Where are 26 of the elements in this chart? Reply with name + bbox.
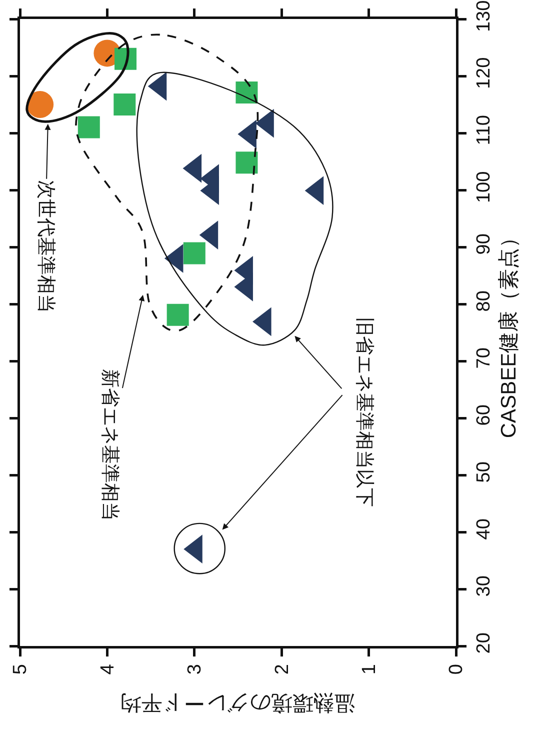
x-tick-label: 5 (10, 664, 32, 675)
x-tick-label: 4 (97, 664, 118, 675)
y-tick-label: 50 (473, 462, 494, 483)
x-tick-label: 1 (358, 664, 380, 675)
y-tick-label: 20 (473, 632, 494, 654)
annotation: 次世代基準相当 (34, 180, 56, 313)
y-tick-label: 130 (473, 0, 494, 32)
x-tick-label: 2 (272, 664, 293, 675)
y-tick-label: 30 (473, 576, 494, 597)
annotation: 旧省エネ基準相当以下 (354, 317, 375, 508)
y-tick-label: 90 (473, 234, 494, 255)
point (26, 91, 54, 118)
y-tick-label: 60 (473, 404, 494, 426)
x-tick-label: 3 (184, 664, 206, 675)
y-axis-title: CASBEE健康（素点） (498, 226, 521, 438)
point (78, 116, 100, 138)
x-tick-label: 0 (446, 664, 468, 675)
annotation: 新省エネ基準相当 (98, 368, 121, 521)
x-axis-title: 温熱環境のグレード平均 (120, 691, 355, 714)
y-tick-label: 100 (473, 171, 494, 203)
y-tick-label: 70 (473, 348, 494, 369)
point (114, 94, 136, 116)
y-tick-label: 80 (473, 290, 494, 312)
y-tick-label: 120 (473, 57, 494, 89)
y-tick-label: 110 (473, 115, 494, 146)
y-tick-label: 40 (473, 518, 494, 540)
